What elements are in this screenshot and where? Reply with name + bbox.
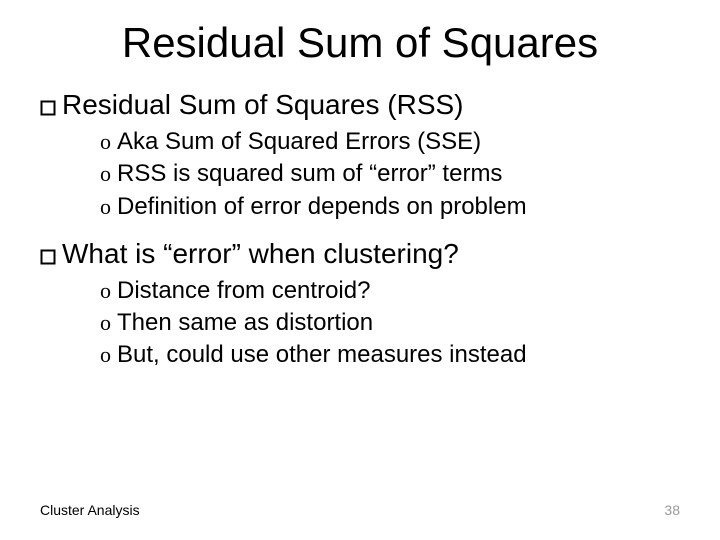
circle-bullet-icon: o	[100, 161, 111, 186]
list-item-text: But, could use other measures instead	[117, 341, 527, 368]
square-bullet-icon	[40, 249, 56, 265]
list-item: oAka Sum of Squared Errors (SSE)	[100, 126, 680, 158]
bullet-level1: Residual Sum of Squares (RSS)	[40, 88, 680, 122]
slide-title: Residual Sum of Squares	[40, 20, 680, 66]
bullet-level1: What is “error” when clustering?	[40, 237, 680, 271]
footer-text: Cluster Analysis	[40, 502, 140, 518]
list-item: oDefinition of error depends on problem	[100, 191, 680, 223]
circle-bullet-icon: o	[100, 342, 111, 367]
sub-list: oAka Sum of Squared Errors (SSE) oRSS is…	[100, 126, 680, 223]
list-item: oDistance from centroid?	[100, 275, 680, 307]
sub-list: oDistance from centroid? oThen same as d…	[100, 275, 680, 372]
square-bullet-icon	[40, 100, 56, 116]
slide: Residual Sum of Squares Residual Sum of …	[0, 0, 720, 540]
circle-bullet-icon: o	[100, 129, 111, 154]
list-item-text: Definition of error depends on problem	[117, 193, 527, 220]
circle-bullet-icon: o	[100, 278, 111, 303]
list-item-text: Then same as distortion	[117, 309, 373, 336]
list-item: oRSS is squared sum of “error” terms	[100, 158, 680, 190]
circle-bullet-icon: o	[100, 194, 111, 219]
list-item-text: Aka Sum of Squared Errors (SSE)	[117, 128, 481, 155]
list-item-text: RSS is squared sum of “error” terms	[117, 160, 502, 187]
section-heading: Residual Sum of Squares (RSS)	[62, 89, 464, 120]
circle-bullet-icon: o	[100, 310, 111, 335]
list-item-text: Distance from centroid?	[117, 277, 370, 304]
list-item: oThen same as distortion	[100, 307, 680, 339]
list-item: oBut, could use other measures instead	[100, 339, 680, 371]
page-number: 38	[664, 502, 680, 518]
section-heading: What is “error” when clustering?	[62, 238, 459, 269]
